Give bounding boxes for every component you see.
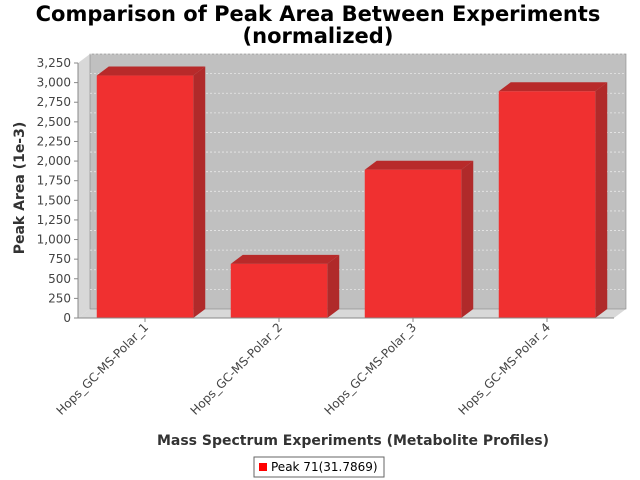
plot-floor [78,309,626,318]
y-tick-label: 2,500 [37,115,71,129]
bar [364,160,474,318]
y-tick-labels: 0 250 500 750 1,000 1,250 1,500 1,750 2,000 2,250… [37,56,78,325]
bar [230,254,340,318]
x-tick-label: Hops_GC-MS-Polar_4 [456,320,554,418]
y-tick-label: 1,000 [37,233,71,247]
bar-side [461,160,474,318]
bar-top [96,66,206,76]
legend-marker [259,463,267,471]
bar [498,82,608,318]
plot-left-wall [78,54,90,318]
legend-label: Peak 71(31.7869) [271,460,378,474]
bar [96,66,206,318]
bar-side [193,66,206,318]
y-tick-label: 3,250 [37,56,71,70]
x-axis-title: Mass Spectrum Experiments (Metabolite Pr… [157,433,549,449]
bar-side [327,254,340,318]
axes [77,63,614,319]
y-tick-label: 1,500 [37,193,71,207]
bars [96,66,608,318]
y-tick-label: 2,000 [37,154,71,168]
y-tick-label: 2,750 [37,95,71,109]
y-axis-title: Peak Area (1e-3) [12,122,28,255]
y-tick-label: 500 [48,272,71,286]
y-tick-label: 1,250 [37,213,71,227]
y-tick-label: 0 [63,311,71,325]
bar-top [364,160,474,170]
x-tick-label: Hops_GC-MS-Polar_1 [54,320,152,418]
y-tick-label: 750 [48,252,71,266]
chart-title-line-2: (normalized) [243,24,394,48]
bar-front [498,91,596,318]
x-tick-labels: Hops_GC-MS-Polar_1 Hops_GC-MS-Polar_2 Hops… [54,318,554,418]
bar-front [230,263,328,318]
y-tick-label: 3,000 [37,76,71,90]
y-tick-label: 250 [48,291,71,305]
bar-top [498,82,608,92]
y-tick-label: 1,750 [37,174,71,188]
bar-front [96,75,194,318]
x-tick-label: Hops_GC-MS-Polar_2 [188,320,286,418]
legend-box [253,456,385,478]
x-tick-label: Hops_GC-MS-Polar_3 [322,320,420,418]
legend: Peak 71(31.7869) [253,456,385,478]
bar-side [595,82,608,318]
bar-top [230,254,340,264]
y-tick-label: 2,250 [37,134,71,148]
bar-front [364,169,462,318]
chart-title-line-1: Comparison of Peak Area Between Experime… [36,2,601,26]
